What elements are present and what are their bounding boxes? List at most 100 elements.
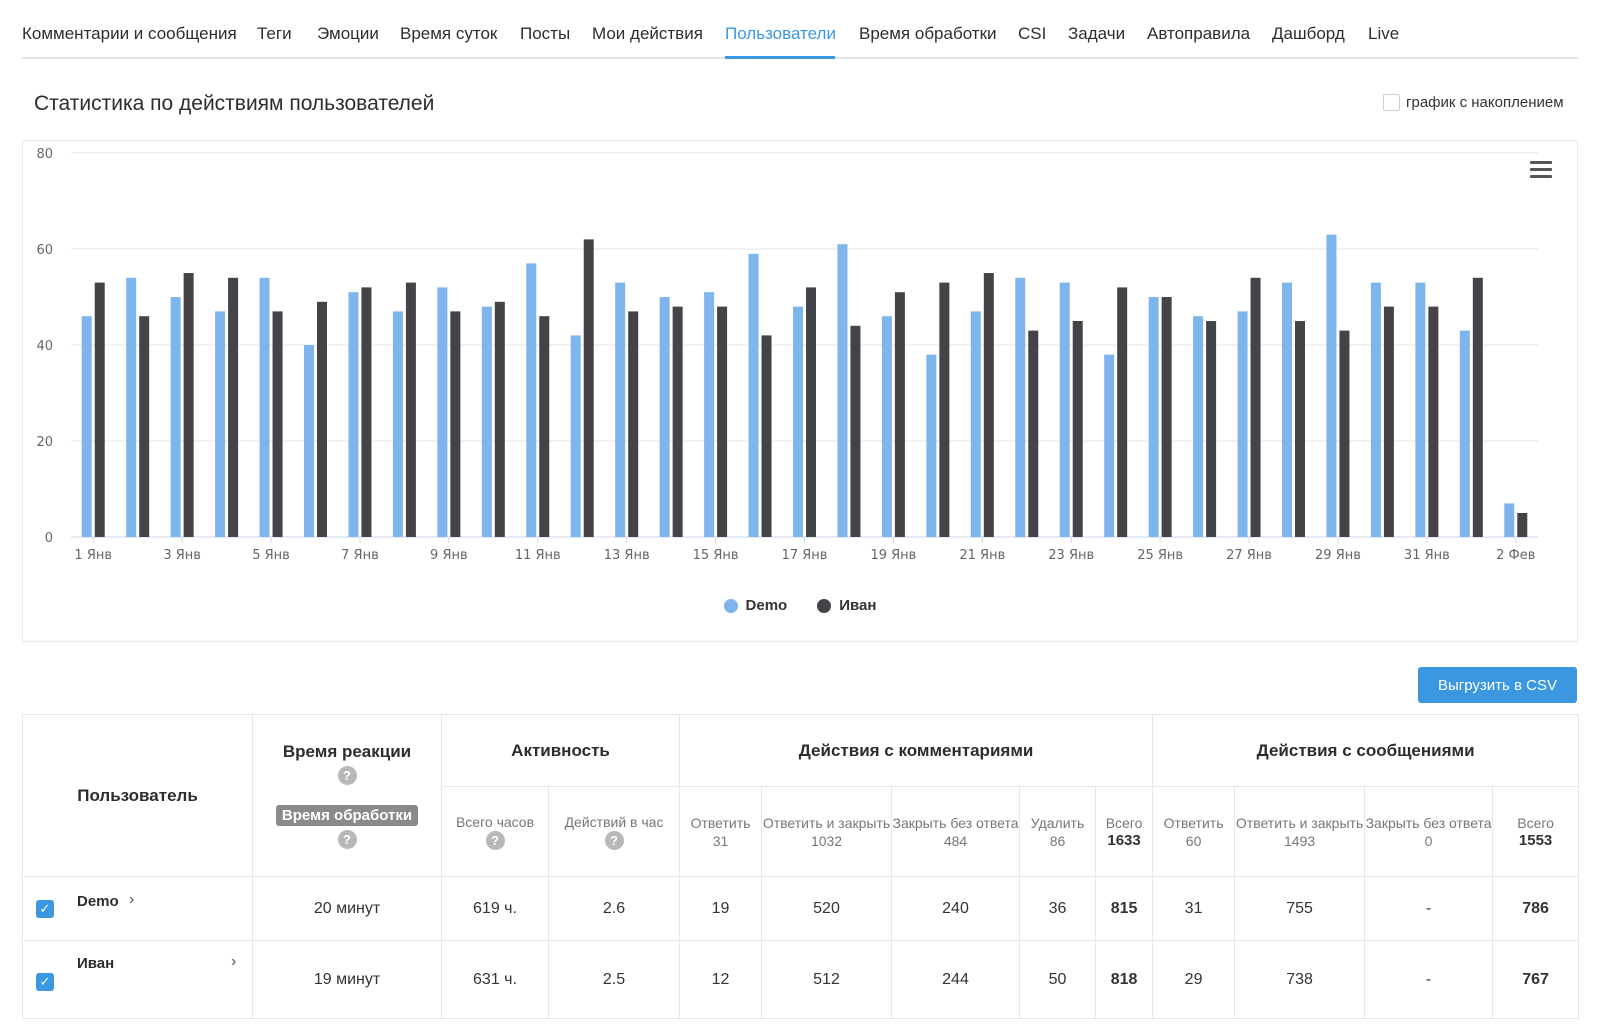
hamburger-icon[interactable]	[1530, 161, 1552, 179]
reaction-time-header: Время реакции ? Время обработки ?	[252, 714, 442, 877]
comment-total-cell: 815	[1095, 876, 1154, 941]
comment-delete-cell: 36	[1019, 876, 1097, 941]
bar-demo	[704, 292, 715, 537]
message-reply-header: Ответить 60	[1152, 786, 1236, 877]
tab-csi[interactable]: CSI	[1018, 24, 1047, 43]
x-tick-label: 23 Янв	[1048, 548, 1094, 563]
chevron-right-icon[interactable]: ›	[129, 891, 135, 908]
legend-item-demo[interactable]: Demo	[723, 597, 788, 614]
bar-demo	[659, 297, 670, 537]
bar-demo	[215, 311, 226, 537]
comment-close-cell: 244	[891, 940, 1021, 1019]
comment-reply-close-cell: 520	[761, 876, 893, 941]
bar-ivan	[1295, 321, 1305, 537]
tab-processing-time[interactable]: Время обработки	[859, 24, 997, 43]
help-icon[interactable]: ?	[604, 831, 624, 850]
legend-dot-ivan	[817, 598, 832, 613]
bar-ivan	[139, 316, 150, 537]
comment-total-header: Всего 1633	[1095, 786, 1154, 877]
bar-demo	[481, 306, 492, 537]
message-reply-close-cell: 755	[1234, 876, 1366, 941]
tab-emotions[interactable]: Эмоции	[317, 24, 379, 43]
x-tick-label: 27 Янв	[1226, 548, 1272, 563]
message-total-header: Всего 1553	[1492, 786, 1580, 877]
processing-time-toggle[interactable]: Время обработки	[275, 805, 419, 826]
user-name-link[interactable]: Иван	[77, 955, 115, 972]
tab-users[interactable]: Пользователи	[725, 24, 836, 43]
page-title: Статистика по действиям пользователей	[34, 92, 435, 115]
bar-ivan	[1028, 330, 1039, 537]
chevron-right-icon[interactable]: ›	[231, 953, 237, 970]
bar-ivan	[939, 282, 950, 537]
tab-posts[interactable]: Посты	[520, 24, 571, 43]
bar-demo	[570, 335, 581, 537]
bar-demo	[1326, 234, 1337, 537]
y-tick-label: 40	[36, 339, 53, 354]
table-row: ✓ Demo › 20 минут 619 ч. 2.6 19 520 240 …	[22, 876, 1580, 941]
legend-item-ivan[interactable]: Иван	[817, 597, 876, 614]
cumulative-toggle[interactable]: график с накоплением	[1383, 94, 1564, 111]
bar-demo	[970, 311, 981, 537]
legend-label-ivan: Иван	[839, 597, 877, 614]
message-close-cell: -	[1364, 876, 1494, 941]
x-tick-label: 1 Янв	[74, 548, 112, 563]
bar-ivan	[94, 282, 105, 537]
bar-ivan	[1472, 277, 1483, 537]
user-name-link[interactable]: Demo	[77, 893, 119, 910]
bar-demo	[1459, 330, 1470, 537]
tab-bar: Комментарии и сообщения Теги Эмоции Врем…	[22, 0, 1578, 59]
tab-tasks[interactable]: Задачи	[1068, 24, 1126, 43]
bar-ivan	[894, 292, 905, 537]
bar-demo	[348, 292, 359, 537]
chart-panel: 0 20 40 60 80 1 Янв 3 Янв 5 Янв 7 Янв 9 Янв 11 Янв…	[22, 140, 1578, 642]
bar-demo	[1059, 282, 1070, 537]
x-tick-label: 11 Янв	[515, 548, 561, 563]
chart-legend: Demo Иван	[0, 597, 1600, 614]
comment-reply-close-cell: 512	[761, 940, 893, 1019]
active-tab-indicator	[725, 56, 835, 59]
x-tick-label: 5 Янв	[252, 548, 290, 563]
export-csv-button[interactable]: Выгрузить в CSV	[1418, 667, 1577, 703]
tab-comments-messages[interactable]: Комментарии и сообщения	[22, 24, 237, 43]
cumulative-checkbox[interactable]	[1383, 94, 1400, 111]
tab-live[interactable]: Live	[1368, 24, 1400, 43]
bar-ivan	[494, 301, 505, 537]
row-checkbox[interactable]: ✓	[36, 973, 54, 991]
bar-ivan	[850, 325, 861, 537]
cumulative-label: график с накоплением	[1406, 94, 1564, 111]
activity-header: Активность	[440, 714, 681, 787]
comment-delete-cell: 50	[1019, 940, 1097, 1019]
help-icon[interactable]: ?	[485, 831, 505, 850]
message-total-cell: 767	[1492, 940, 1580, 1019]
bar-ivan	[317, 301, 327, 537]
total-hours-header: Всего часов?	[441, 786, 549, 877]
help-icon[interactable]: ?	[337, 766, 357, 785]
bar-demo	[615, 282, 626, 537]
tab-dashboard[interactable]: Дашборд	[1272, 24, 1345, 43]
message-close-cell: -	[1364, 940, 1494, 1019]
bar-demo	[437, 287, 448, 537]
help-icon[interactable]: ?	[337, 830, 357, 849]
tab-tags[interactable]: Теги	[257, 24, 292, 43]
tab-autorules[interactable]: Автоправила	[1147, 24, 1251, 43]
bar-chart: 0 20 40 60 80 1 Янв 3 Янв 5 Янв 7 Янв 9 Янв 11 Янв…	[36, 147, 1538, 563]
x-tick-label: 2 Фев	[1496, 548, 1535, 563]
bar-demo	[81, 316, 92, 537]
bar-demo	[126, 277, 137, 537]
bar-ivan	[539, 316, 550, 537]
x-tick-label: 9 Янв	[430, 548, 468, 563]
y-tick-label: 80	[36, 147, 53, 162]
tab-my-actions[interactable]: Мои действия	[592, 24, 703, 43]
comment-reply-cell: 12	[679, 940, 763, 1019]
message-reply-close-header: Ответить и закрыть 1493	[1234, 786, 1366, 877]
bar-ivan	[183, 273, 194, 537]
bar-demo	[304, 345, 314, 537]
bar-ivan	[1428, 306, 1439, 537]
bar-ivan	[405, 282, 416, 537]
actions-per-hour-cell: 2.5	[547, 940, 681, 1019]
row-checkbox[interactable]: ✓	[36, 900, 54, 918]
legend-label-demo: Demo	[745, 597, 788, 614]
bar-demo	[1015, 277, 1026, 537]
tab-time-of-day[interactable]: Время суток	[400, 24, 498, 43]
bar-ivan	[1161, 297, 1172, 537]
